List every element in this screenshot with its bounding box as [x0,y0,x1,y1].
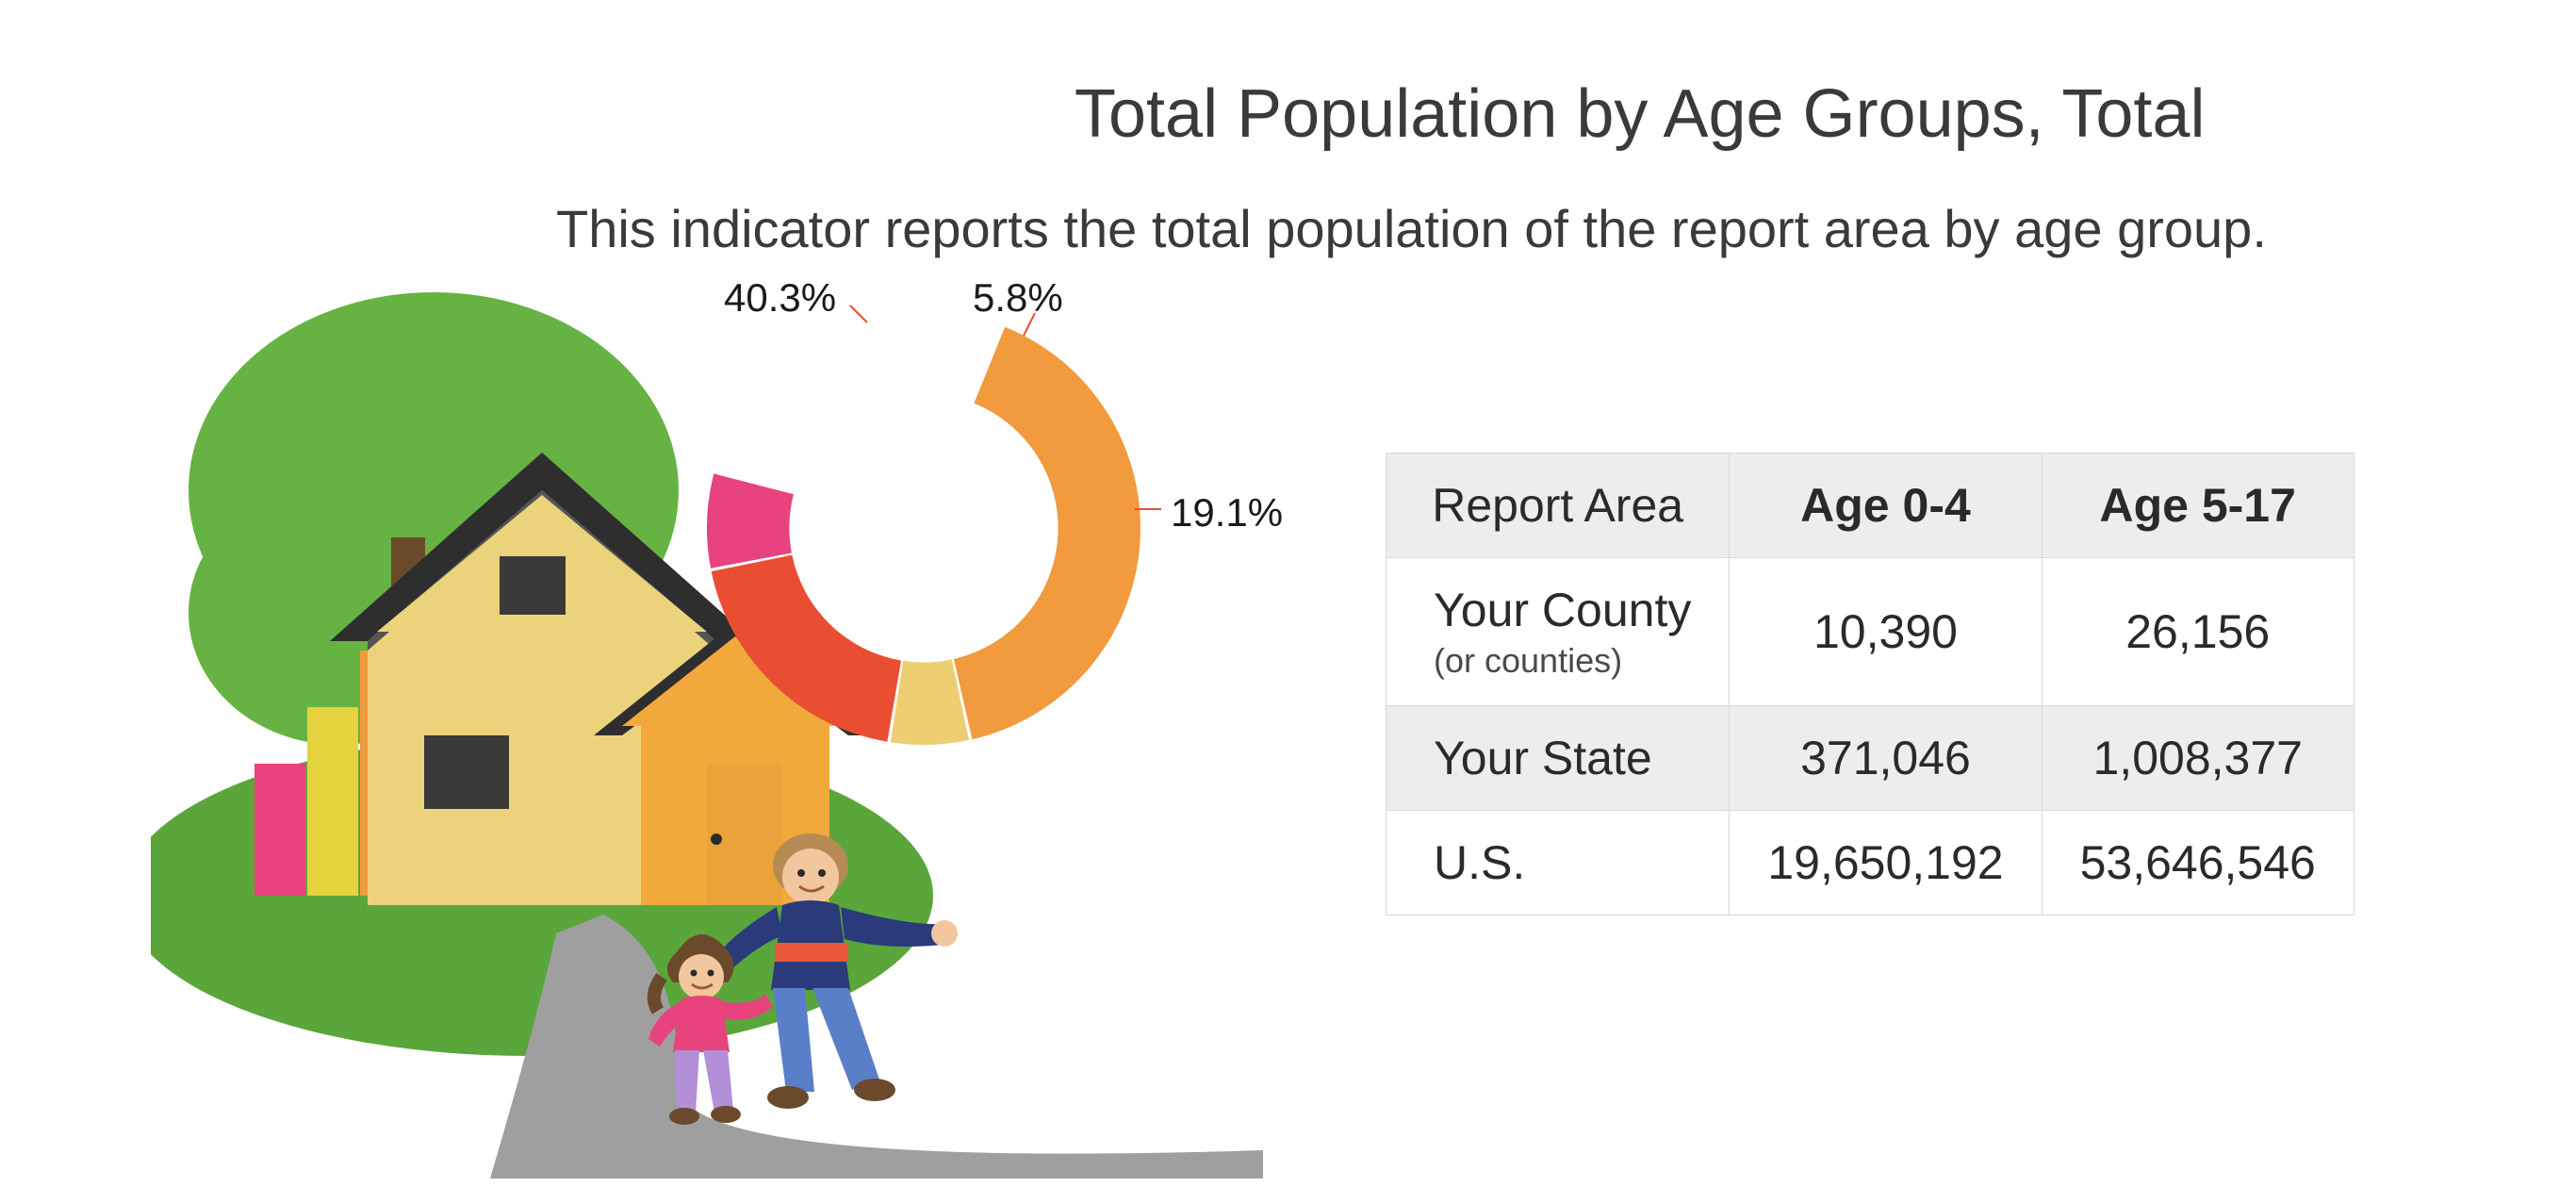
table-row: Your State371,0461,008,377 [1386,706,2354,811]
cell-age-5-17: 26,156 [2042,558,2354,706]
cell-age-0-4: 10,390 [1730,558,2042,706]
donut-label: 19.1% [1171,490,1283,536]
page-title: Total Population by Age Groups, Total [1075,75,2205,153]
bar-0 [254,764,305,896]
cell-age-5-17: 53,646,546 [2042,811,2354,915]
cell-area: U.S. [1386,811,1730,915]
donut-slice-0 [954,327,1140,739]
donut-slice-2 [712,555,901,742]
cell-age-5-17: 1,008,377 [2042,706,2354,811]
table-row: U.S.19,650,19253,646,546 [1386,811,2354,915]
cell-age-0-4: 19,650,192 [1730,811,2042,915]
donut-slice-3 [707,473,794,568]
donut-chart: 40.3%5.8%19.1% [679,283,1169,773]
donut-label: 40.3% [724,275,836,321]
table-row: Your County(or counties)10,39026,156 [1386,558,2354,706]
bar-1 [307,707,358,896]
window-2 [424,735,509,809]
window-1 [500,556,566,615]
cell-age-0-4: 371,046 [1730,706,2042,811]
cell-area: Your County(or counties) [1386,558,1730,706]
donut-label: 5.8% [973,275,1063,321]
col-age-0-4: Age 0-4 [1730,453,2042,558]
col-age-5-17: Age 5-17 [2042,453,2354,558]
population-table: Report Area Age 0-4 Age 5-17 Your County… [1386,453,2354,915]
cell-area: Your State [1386,706,1730,811]
table-header-row: Report Area Age 0-4 Age 5-17 [1386,453,2354,558]
col-report-area: Report Area [1386,453,1730,558]
